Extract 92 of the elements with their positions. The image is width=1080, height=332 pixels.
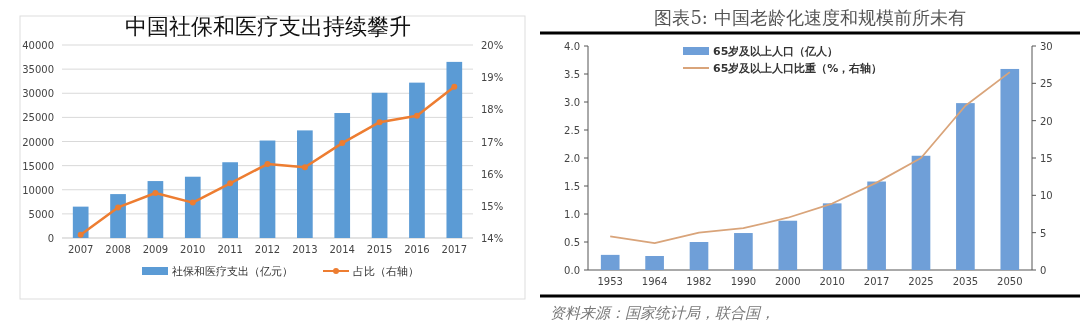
bar (110, 194, 126, 238)
bar (911, 155, 931, 270)
bar (446, 61, 463, 238)
x-tick-label: 2016 (404, 244, 430, 255)
y2-tick-label: 5 (1040, 227, 1047, 239)
y-tick-label: 25000 (22, 112, 54, 124)
y-tick-label: 3.0 (564, 97, 580, 108)
x-tick-label: 2011 (217, 244, 243, 255)
x-tick-label: 2007 (67, 244, 94, 255)
x-tick-label: 2008 (105, 244, 131, 255)
x-tick-label: 2014 (329, 244, 355, 255)
bar (259, 140, 276, 238)
y-tick-label: 15000 (22, 160, 54, 172)
bar (956, 103, 975, 270)
y2-tick-label: 20% (481, 40, 504, 51)
y2-tick-label: 15% (481, 200, 504, 212)
x-tick-label: 2013 (292, 244, 318, 255)
point (77, 231, 84, 238)
x-tick-label: 2012 (254, 244, 281, 255)
x-tick-label: 2010 (819, 276, 845, 287)
y-tick-label: 10000 (22, 184, 54, 196)
chart-title: 图表5: 中国老龄化速度和规模前所未有 (654, 7, 966, 28)
x-tick-label: 2050 (997, 276, 1023, 287)
y2-tick-label: 18% (481, 104, 504, 116)
bar (600, 254, 620, 270)
x-tick-label: 2010 (180, 244, 206, 255)
y-tick-label: 40000 (22, 40, 54, 51)
point (376, 119, 383, 126)
x-tick-label: 1982 (686, 276, 712, 287)
x-tick-label: 2017 (863, 276, 890, 287)
y-tick-label: 0.0 (564, 265, 580, 276)
y2-tick-label: 20 (1040, 115, 1053, 127)
y2-tick-label: 10 (1040, 190, 1053, 202)
x-tick-label: 2035 (952, 276, 979, 287)
bar (734, 233, 753, 270)
x-tick-label: 2025 (908, 276, 934, 287)
point (152, 189, 159, 196)
text: 资料来源：国家统计局，联合国， (550, 304, 775, 322)
y-tick-label: 5000 (28, 208, 54, 220)
bar (147, 181, 164, 238)
x-tick-label: 1964 (641, 276, 668, 287)
point (339, 140, 346, 147)
bar (778, 220, 798, 270)
bar (371, 92, 388, 238)
y-tick-label: 1.0 (564, 209, 580, 220)
x-tick-label: 2000 (775, 276, 801, 287)
bar (1000, 68, 1020, 270)
point (115, 204, 122, 211)
y2-tick-label: 25 (1040, 78, 1053, 90)
point (301, 164, 308, 171)
y2-tick-label: 17% (481, 136, 504, 148)
x-tick-label: 2017 (441, 244, 468, 255)
y2-tick-label: 14% (481, 233, 504, 244)
legend-label: 65岁及以上人口比重（%，右轴） (713, 62, 883, 75)
y2-tick-label: 15 (1040, 153, 1053, 164)
y-tick-label: 4.0 (564, 41, 580, 52)
point (189, 199, 196, 206)
legend-label: 65岁及以上人口（亿人） (713, 45, 839, 58)
y-tick-label: 0.5 (564, 237, 580, 248)
x-tick-label: 1990 (730, 276, 757, 287)
y-tick-label: 3.5 (564, 69, 580, 80)
bar (222, 162, 238, 238)
point (413, 112, 420, 119)
y-tick-label: 30000 (22, 88, 54, 100)
y-tick-label: 20000 (22, 136, 54, 148)
bar (867, 181, 886, 270)
x-tick-label: 2009 (142, 244, 169, 255)
y-tick-label: 0 (47, 233, 54, 244)
x-tick-label: 1953 (597, 276, 623, 287)
legend-label: 社保和医疗支出（亿元） (172, 265, 293, 278)
bar (72, 206, 89, 238)
bar (822, 203, 842, 270)
y2-tick-label: 19% (481, 72, 504, 84)
point (451, 83, 458, 90)
bar (297, 130, 313, 238)
point (227, 180, 234, 187)
y2-tick-label: 16% (481, 168, 504, 180)
point (264, 161, 271, 168)
legend-label: 占比（右轴） (353, 265, 419, 278)
bar (645, 256, 664, 270)
y-tick-label: 35000 (22, 64, 54, 76)
bar (184, 176, 201, 238)
y-tick-label: 2.5 (564, 125, 580, 136)
y2-tick-label: 0 (1040, 265, 1047, 276)
bar (334, 113, 351, 238)
y-tick-label: 1.5 (564, 181, 580, 192)
chart-title: 中国社保和医疗支出持续攀升 (124, 14, 411, 39)
x-tick-label: 2015 (366, 244, 393, 255)
bar (689, 242, 709, 270)
y2-tick-label: 30 (1040, 41, 1053, 52)
bar (409, 82, 425, 238)
y-tick-label: 2.0 (564, 153, 580, 164)
